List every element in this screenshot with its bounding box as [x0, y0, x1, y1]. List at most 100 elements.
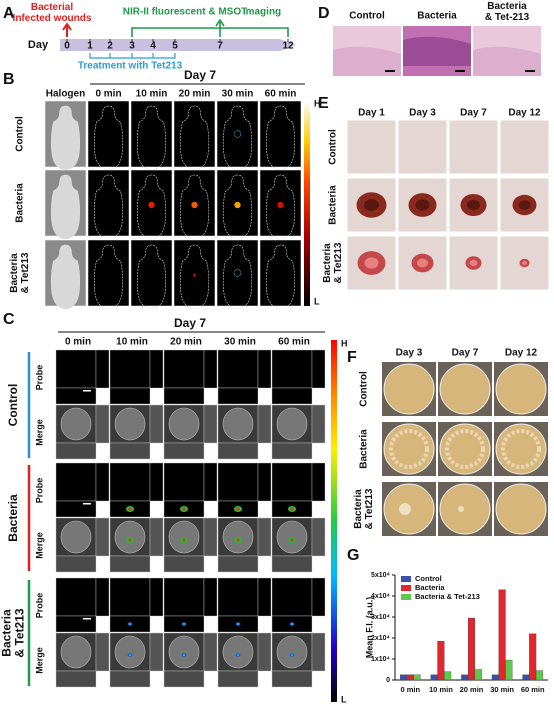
signal-core: [129, 654, 131, 656]
bottom-tile: [55, 500, 97, 518]
row-label: Bacteria: [322, 243, 333, 283]
image-tile: [109, 462, 151, 502]
legend-label: Control: [415, 574, 442, 583]
signal-core: [182, 507, 186, 511]
y-tick-label: 1x10⁴: [371, 656, 391, 663]
mouse-outline: [136, 244, 167, 310]
body-section: [60, 520, 92, 554]
bottom-tile: [163, 555, 205, 573]
image-tile: [163, 462, 205, 502]
column-label: 30 min: [222, 89, 254, 100]
infection-label: Bacterial: [31, 2, 73, 13]
scale-bar: [385, 70, 395, 72]
y-tick-label: 5x10⁴: [371, 572, 391, 579]
column-label: Halogen: [46, 89, 85, 100]
treatment-bracket: [89, 53, 176, 59]
scale-bar: [83, 618, 91, 620]
image-tile: [163, 349, 205, 389]
colonies: [399, 503, 411, 515]
infection-label: Infected wounds: [13, 13, 92, 24]
signal-core: [182, 538, 186, 542]
side-tile: [203, 632, 218, 672]
body-section: [222, 407, 254, 441]
side-tile: [95, 517, 110, 557]
day-number: 7: [217, 41, 223, 52]
wound-photo: [397, 119, 448, 175]
wound-photo: [448, 119, 499, 175]
signal-spot: [193, 273, 196, 277]
mouse-outline: [136, 174, 167, 240]
column-label: Control: [349, 11, 385, 22]
day-number: 1: [87, 41, 93, 52]
side-tile: [257, 577, 272, 617]
column-label: 0 min: [65, 337, 91, 348]
tissue-band: [473, 46, 541, 76]
side-tile: [149, 517, 164, 557]
wound-photo: [499, 119, 550, 175]
scale-high: H: [341, 338, 348, 348]
body-section: [276, 635, 308, 669]
channel-label: Merge: [34, 532, 44, 559]
bottom-tile: [109, 387, 151, 405]
bottom-tile: [217, 555, 259, 573]
side-tile: [311, 517, 326, 557]
legend-label: Bacteria: [415, 583, 445, 592]
wound-core: [518, 200, 531, 210]
bottom-tile: [271, 387, 313, 405]
side-tile: [149, 349, 164, 389]
legend-swatch: [401, 585, 411, 591]
column-label: Day 12: [505, 348, 538, 359]
wound-core: [364, 199, 379, 211]
bottom-tile: [271, 442, 313, 460]
signal-core: [291, 623, 293, 625]
mouse-outline: [222, 174, 253, 240]
day-number: 3: [129, 41, 135, 52]
signal-spot: [234, 201, 241, 209]
wound-photo: [346, 119, 397, 175]
bar: [437, 641, 445, 681]
day-number: 4: [150, 41, 156, 52]
side-tile: [95, 577, 110, 617]
bottom-tile: [55, 555, 97, 573]
bar: [406, 674, 414, 681]
x-tick-label: 0 min: [401, 685, 421, 694]
image-tile: [217, 462, 259, 502]
panel-letter: A: [3, 5, 15, 22]
image-tile: [55, 577, 97, 617]
column-label: Day 12: [508, 108, 541, 119]
wound-photo: [499, 235, 550, 291]
signal-core: [237, 654, 239, 656]
bar: [467, 617, 476, 681]
bar: [505, 659, 513, 681]
bottom-tile: [217, 442, 259, 460]
side-tile: [149, 577, 164, 617]
channel-label: Probe: [34, 478, 44, 504]
side-tile: [203, 349, 218, 389]
row-label: Bacteria: [15, 183, 26, 223]
side-tile: [95, 632, 110, 672]
mouse-outline: [179, 244, 210, 310]
image-tile: [87, 100, 130, 168]
y-tick-label: 4x10⁴: [371, 593, 391, 600]
side-tile: [257, 517, 272, 557]
group-label: & Tet213: [13, 608, 27, 657]
row-label: Bacteria: [359, 429, 370, 469]
side-tile: [257, 404, 272, 444]
column-label: 20 min: [179, 89, 211, 100]
column-label: 10 min: [136, 89, 168, 100]
mouse-outline: [179, 174, 210, 240]
legend-swatch: [401, 576, 411, 582]
bar: [444, 671, 452, 681]
signal-core: [291, 654, 293, 656]
colonies: [458, 506, 464, 512]
bottom-tile: [271, 555, 313, 573]
x-tick-label: 20 min: [460, 685, 484, 694]
legend-label: Bacteria & Tet-213: [415, 592, 480, 601]
x-tick-label: 60 min: [521, 685, 545, 694]
row-label: Bacteria: [9, 253, 20, 293]
image-tile: [259, 100, 302, 168]
signal-core: [129, 623, 131, 625]
day-number: 2: [107, 41, 113, 52]
panel-letter: B: [3, 71, 15, 88]
image-tile: [55, 349, 97, 389]
